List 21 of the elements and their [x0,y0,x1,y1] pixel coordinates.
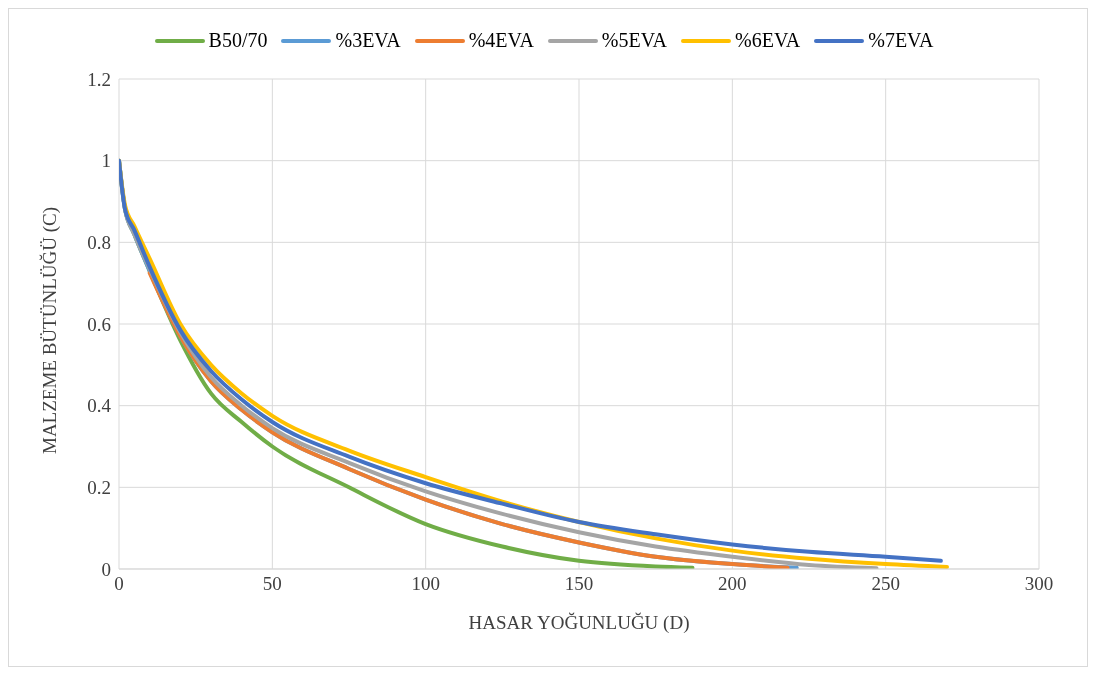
x-tick-label: 150 [564,573,594,595]
legend-label: %7EVA [868,29,934,52]
x-tick-label: 250 [871,573,900,595]
y-tick-label: 0 [101,558,111,580]
x-tick-label: 50 [262,573,282,595]
y-tick-label: 1.2 [87,68,111,90]
y-tick-label: 0.8 [87,232,111,254]
legend-label: %5EVA [601,29,668,52]
y-tick-label: 0.4 [87,395,112,417]
y-tick-label: 0.6 [87,313,111,335]
x-tick-label: 200 [718,573,747,595]
y-tick-label: 1 [101,150,111,172]
x-tick-label: 100 [411,573,440,595]
legend-label: %6EVA [735,29,801,52]
y-tick-label: 0.2 [87,477,111,499]
x-axis-title: HASAR YOĞUNLUĞU (D) [468,612,690,634]
x-tick-label: 300 [1024,573,1054,595]
legend-label: %4EVA [468,29,534,52]
legend-label: B50/70 [208,29,268,52]
legend-label: %3EVA [335,29,401,52]
y-axis-title: MALZEME BÜTÜNLÜĞÜ (C) [38,207,61,454]
